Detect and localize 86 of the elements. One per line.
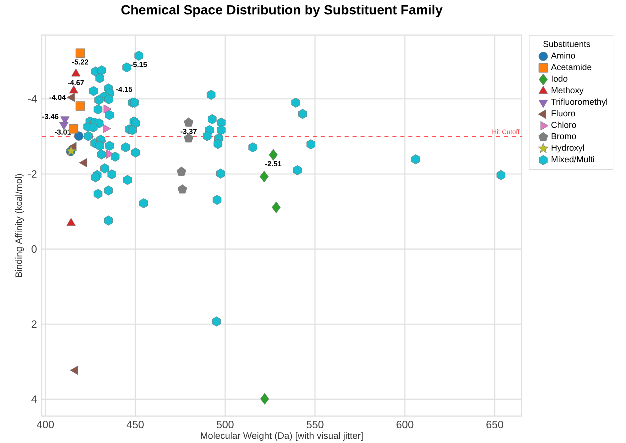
- point: [110, 152, 120, 162]
- legend-label: Amino: [551, 52, 576, 59]
- point: [76, 102, 86, 111]
- x-tick-label: 450: [126, 421, 144, 429]
- point: [91, 172, 100, 183]
- point: [134, 50, 144, 61]
- point: [216, 168, 226, 179]
- point: [248, 142, 258, 153]
- point: [217, 125, 226, 136]
- point: [74, 132, 84, 141]
- y-tick-label: 2: [32, 320, 37, 328]
- legend-label: Bromo: [552, 133, 576, 140]
- point: [292, 98, 300, 108]
- point: [67, 93, 76, 102]
- chart-title: Chemical Space Distribution by Substituent Family: [122, 4, 443, 18]
- point: [269, 149, 278, 161]
- point: [214, 139, 223, 150]
- point: [122, 62, 132, 73]
- x-tick-label: 600: [396, 421, 414, 429]
- point: [104, 104, 112, 114]
- point: [94, 104, 103, 115]
- y-tick-label: -4: [28, 95, 37, 103]
- point: [293, 165, 302, 176]
- legend-title: Substituents: [544, 40, 590, 48]
- point: [260, 393, 270, 405]
- point: [70, 366, 78, 376]
- point: [212, 316, 222, 327]
- x-tick-label: 650: [486, 421, 504, 429]
- legend-label: Iodo: [552, 76, 568, 82]
- x-axis-title: Molecular Weight (Da) [with visual jitter]: [201, 432, 363, 442]
- point: [103, 124, 112, 134]
- legend-label: Methoxy: [552, 87, 584, 96]
- point: [72, 68, 81, 77]
- point: [98, 66, 106, 76]
- point: [208, 114, 217, 124]
- y-tick-label: 0: [32, 246, 37, 254]
- point: [104, 216, 114, 226]
- point: [206, 90, 216, 100]
- point: [176, 166, 186, 176]
- x-tick-label: 500: [216, 421, 234, 429]
- point: [122, 142, 130, 153]
- point: [412, 154, 420, 165]
- point: [130, 98, 140, 108]
- point: [108, 170, 116, 180]
- legend-label: Trifluoromethyl: [551, 98, 608, 107]
- point: [84, 131, 93, 142]
- point: [123, 175, 132, 186]
- point: [89, 86, 98, 96]
- point: [89, 122, 98, 133]
- point: [100, 164, 110, 174]
- point: [104, 94, 114, 105]
- point: [298, 109, 308, 120]
- point: [496, 170, 506, 180]
- y-axis-title: Binding Affinity (kcal/mol): [15, 174, 24, 278]
- point: [69, 86, 79, 94]
- point: [272, 202, 281, 214]
- point: [76, 48, 86, 58]
- legend-label: Mixed/Multi: [552, 156, 594, 163]
- point: [260, 171, 269, 183]
- x-tick-label: 550: [306, 421, 324, 429]
- point: [96, 141, 104, 152]
- point: [96, 74, 104, 84]
- point: [128, 125, 137, 136]
- legend-label: Acetamide: [551, 64, 592, 70]
- legend-label: Chloro: [552, 122, 576, 128]
- point: [105, 141, 114, 152]
- y-tick-label: -2: [28, 170, 37, 178]
- point: [212, 195, 222, 206]
- point: [306, 140, 316, 150]
- point: [184, 118, 194, 127]
- legend-label: Hydroxyl: [552, 144, 584, 153]
- point: [178, 184, 188, 194]
- point: [131, 148, 140, 158]
- legend-label: Fluoro: [552, 110, 576, 117]
- point: [105, 110, 114, 120]
- point: [66, 218, 76, 226]
- point: [203, 131, 212, 142]
- y-tick-label: 4: [32, 396, 37, 404]
- point: [217, 118, 226, 128]
- point: [104, 186, 114, 196]
- point: [97, 150, 106, 160]
- x-tick-label: 400: [36, 421, 54, 429]
- point: [79, 158, 88, 168]
- point: [140, 198, 148, 208]
- point: [94, 189, 103, 200]
- point: [94, 95, 104, 106]
